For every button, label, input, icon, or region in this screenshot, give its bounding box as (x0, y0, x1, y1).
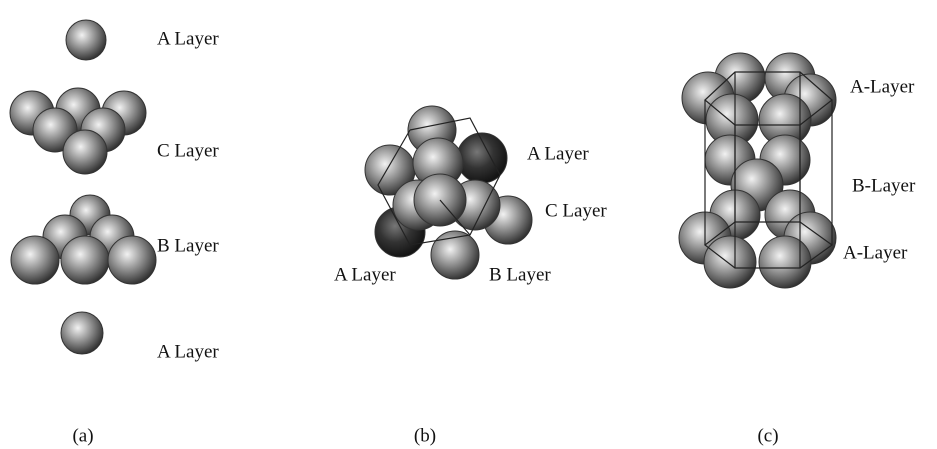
layer-label: A Layer (157, 28, 219, 49)
layer-label: A-Layer (850, 76, 915, 97)
layer-label: A Layer (334, 264, 396, 285)
layer-label: B-Layer (852, 175, 916, 196)
layer-label: A Layer (527, 143, 589, 164)
layer-label: B Layer (157, 235, 219, 256)
panel-caption: (c) (757, 425, 778, 446)
layer-label: C Layer (545, 200, 607, 221)
layer-label: B Layer (489, 264, 551, 285)
panel-caption: (b) (414, 425, 436, 446)
panel-caption: (a) (72, 425, 93, 446)
layer-label: A-Layer (843, 242, 908, 263)
panel-c-spheres (679, 53, 836, 288)
layer-label: C Layer (157, 140, 219, 161)
diagram: A Layer C Layer B Layer A Layer A Layer … (0, 0, 937, 449)
panel-a-spheres (10, 20, 156, 354)
panel-b-spheres (365, 106, 532, 279)
layer-label: A Layer (157, 341, 219, 362)
